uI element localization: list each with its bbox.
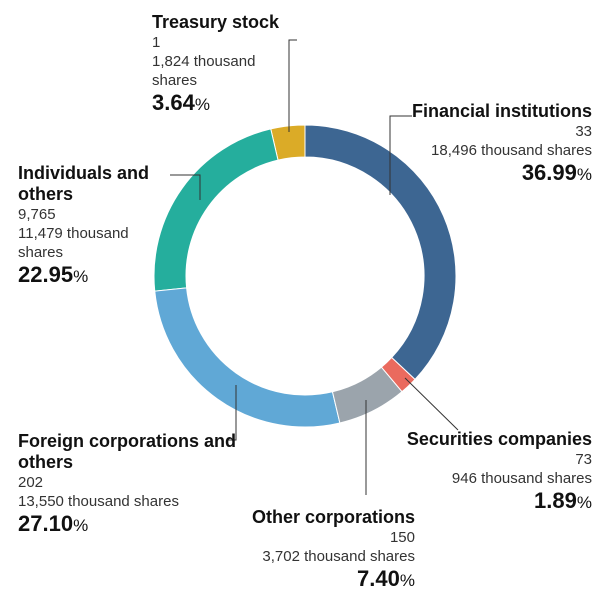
category-name: Individuals and others	[18, 163, 150, 204]
holders: 202	[18, 474, 44, 491]
value-label: 7.40	[357, 566, 400, 591]
percentage: 22.95%	[18, 262, 168, 290]
leader-line	[228, 385, 237, 441]
percentage: 3.64%	[152, 90, 292, 118]
shares: 11,479 thousand shares	[18, 225, 129, 261]
unit: %	[576, 493, 592, 512]
leader-lines	[170, 39, 459, 495]
percentage: 36.99%	[392, 160, 592, 188]
holders: 1	[152, 34, 161, 51]
segment-label: Securities companies 73 946 thousand share…	[372, 429, 592, 516]
donut-segment	[304, 124, 457, 381]
shares: 13,550 thousand shares	[18, 493, 179, 510]
donut-segment	[154, 287, 341, 428]
leader-line	[404, 377, 459, 431]
value-label: 1.89	[534, 488, 577, 513]
shares: 3,702 thousand shares	[262, 548, 415, 565]
shares: 1,824 thousand shares	[152, 53, 256, 89]
category-name: Foreign corporations and others	[18, 431, 237, 472]
donut-segment	[331, 366, 403, 424]
holders: 9,765	[18, 206, 56, 223]
donut-segment	[153, 128, 279, 292]
unit: %	[73, 267, 89, 286]
category-name: Treasury stock	[152, 12, 280, 32]
value-label: 22.95	[18, 262, 74, 287]
holders: 150	[389, 529, 415, 546]
unit: %	[194, 95, 210, 114]
leader-line	[288, 39, 297, 132]
value-label: 36.99	[521, 160, 577, 185]
unit: %	[576, 165, 592, 184]
segment-label: Foreign corporations and others 202 13,550…	[18, 431, 238, 539]
holders: 33	[575, 123, 592, 140]
category-name: Other corporations	[251, 507, 415, 527]
leader-line	[170, 174, 201, 200]
percentage: 27.10%	[18, 511, 238, 539]
segment-label: Treasury stock 1 1,824 thousand shares 3.64…	[152, 12, 292, 118]
unit: %	[399, 571, 415, 590]
segment-label: Financial institutions 33 18,496 thousand …	[392, 101, 592, 188]
category-name: Securities companies	[406, 429, 592, 449]
segment-label: Other corporations 150 3,702 thousand shar…	[215, 507, 415, 594]
holders: 73	[575, 451, 592, 468]
shares: 946 thousand shares	[451, 470, 592, 487]
leader-line	[389, 115, 412, 195]
shares: 18,496 thousand shares	[431, 142, 592, 159]
segment-label: Individuals and others 9,765 11,479 thousa…	[18, 163, 168, 290]
category-name: Financial institutions	[411, 101, 592, 121]
value-label: 27.10	[18, 511, 74, 536]
unit: %	[73, 516, 89, 535]
percentage: 7.40%	[215, 566, 415, 594]
value-label: 3.64	[152, 90, 195, 115]
percentage: 1.89%	[372, 488, 592, 516]
